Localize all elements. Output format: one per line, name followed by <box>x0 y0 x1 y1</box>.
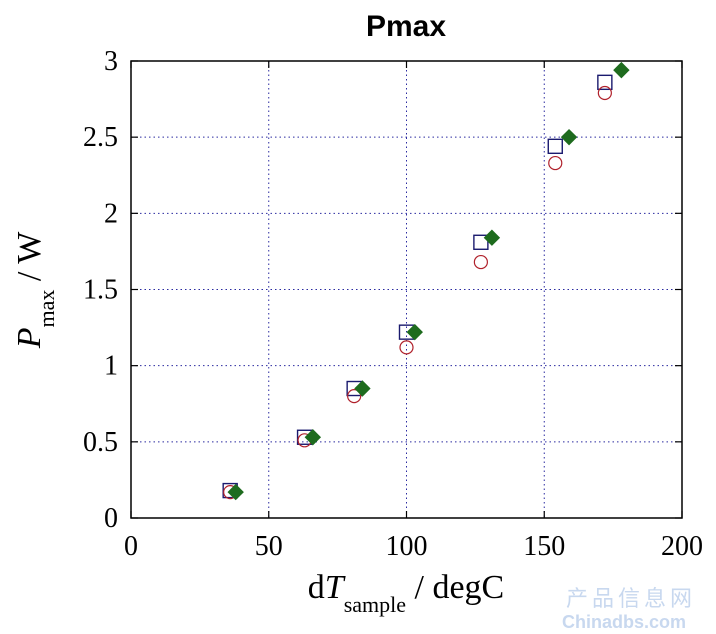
y-tick-label: 2.5 <box>83 122 118 153</box>
y-tick-label: 0 <box>104 503 118 534</box>
diamond-marker <box>304 429 322 446</box>
x-axis-label: dTsample / degC <box>308 569 504 617</box>
diamond-marker <box>227 483 244 501</box>
y-axis-label: Pmax / W <box>11 231 59 350</box>
grid-lines <box>131 61 682 518</box>
y-tick-label: 1 <box>104 351 118 382</box>
x-tick-label: 50 <box>255 531 283 562</box>
circle-marker <box>347 389 362 404</box>
x-tick-label: 0 <box>124 531 138 562</box>
circle-marker <box>597 85 612 101</box>
x-tick-label: 200 <box>661 531 703 562</box>
circle-marker <box>548 155 563 171</box>
y-axis-label-symbol: P <box>11 328 48 350</box>
circle-marker <box>473 254 488 270</box>
y-axis-label-subscript: max <box>34 290 59 328</box>
y-tick-label: 2 <box>104 198 118 229</box>
x-axis-label-symbol: T <box>325 569 346 606</box>
y-tick-label: 1.5 <box>83 275 118 306</box>
y-tick-label: 0.5 <box>83 427 118 458</box>
diamond-marker <box>354 380 371 397</box>
tick-marks <box>130 60 683 519</box>
y-axis-label-unit: / W <box>11 231 48 290</box>
diamond-marker <box>560 128 578 146</box>
diamond-marker <box>483 229 501 246</box>
diamond-marker <box>406 323 423 341</box>
square-marker <box>473 234 489 250</box>
watermark-line1: 产品信息网 <box>566 587 696 612</box>
x-axis-label-subscript: sample <box>344 592 406 617</box>
watermark-line2: Chinadbs.com <box>562 612 686 632</box>
x-axis-label-unit: / degC <box>406 569 504 606</box>
x-tick-label: 150 <box>523 531 565 562</box>
data-points <box>222 61 630 501</box>
y-tick-labels: 0 0.5 1 1.5 2 2.5 3 <box>83 46 118 534</box>
circle-marker <box>399 340 414 355</box>
diamond-marker <box>613 61 630 79</box>
x-tick-labels: 0 50 100 150 200 <box>124 531 703 562</box>
x-tick-label: 100 <box>386 531 428 562</box>
square-marker <box>597 74 613 91</box>
square-marker <box>547 138 563 155</box>
x-axis-label-prefix: d <box>308 569 325 606</box>
chart-title: Pmax <box>366 10 446 43</box>
y-tick-label: 3 <box>104 46 118 77</box>
